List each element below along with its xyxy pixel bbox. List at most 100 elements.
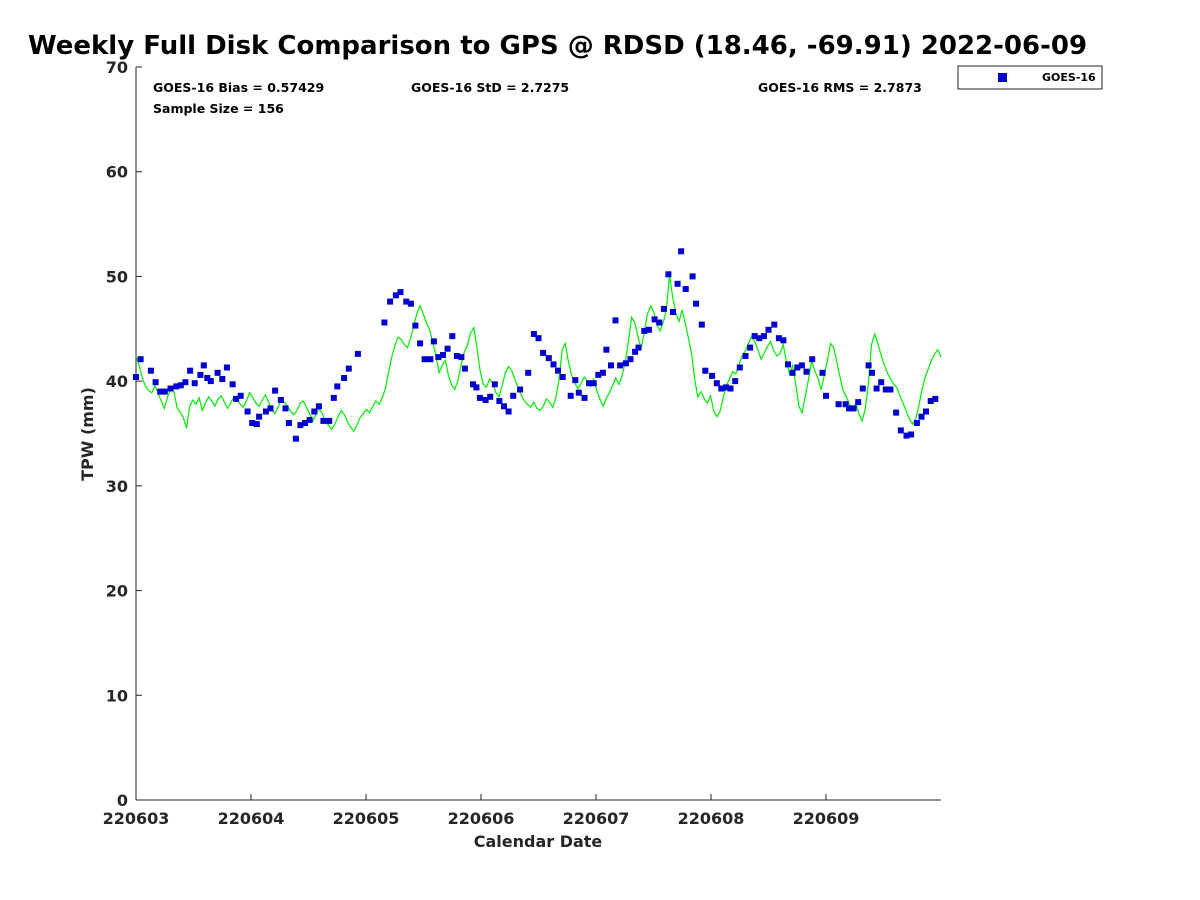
goes-16-point [525,369,532,376]
goes-16-point [510,392,517,399]
goes-16-point [878,379,885,386]
bias-annotation: GOES-16 Bias = 0.57429 [153,80,324,95]
goes-16-point [427,356,434,363]
legend: GOES-16 [957,65,1103,90]
goes-16-point [256,413,263,420]
goes-16-point [277,397,284,403]
goes-16-point [823,392,829,399]
goes-16-point [229,381,236,388]
goes-16-point [487,393,494,400]
goes-16-point [191,380,198,387]
goes-16-point [581,394,588,401]
goes-16-point [627,356,634,363]
goes-16-point [435,354,442,361]
goes-16-point [152,379,159,386]
goes-16-point [803,368,810,375]
goes-16-point [417,340,424,347]
goes-16-point [751,333,758,340]
goes-16-point [622,360,629,367]
x-tick-label: 220607 [563,809,630,828]
y-tick-label: 20 [106,582,128,601]
goes-16-point [204,375,211,381]
goes-16-point [723,384,729,391]
goes-16-point [173,383,180,390]
goes-16-point [572,377,579,384]
goes-16-point [693,300,700,307]
goes-16-point [219,376,226,382]
goes-16-point [311,408,318,415]
goes-16-point [718,385,725,392]
sample-size-annotation: Sample Size = 156 [153,101,284,116]
goes-16-point [660,305,667,312]
goes-16-point [354,350,361,357]
goes-16-point [397,289,404,296]
goes-16-point [887,386,894,393]
goes-16-point [873,385,880,392]
goes-16-point [567,392,574,399]
goes-16-point [893,409,900,416]
goes-16-point [491,381,498,388]
goes-16-point [540,349,547,356]
goes-16-point [345,365,352,372]
goes-16-point [470,381,476,388]
y-ticks: 0 10 20 30 40 50 60 70 [106,58,142,810]
goes-16-point [555,367,561,374]
goes-16-point [855,399,862,406]
goes-16-point [167,385,174,392]
goes-16-point [590,380,597,387]
goes-16-point [461,365,468,372]
goes-16-point [747,344,754,351]
goes-16-point [285,420,292,426]
goes-16-point [559,374,566,380]
legend-label: GOES-16 [1042,71,1096,84]
goes-16-point [765,326,772,333]
goes-16-point [617,362,624,369]
goes-16-point [713,380,720,387]
goes-16-point [698,321,705,328]
goes-16-point [859,385,866,392]
goes-16-point [678,248,685,255]
goes-16-point [473,384,480,391]
goes-16-point [612,317,619,324]
y-tick-label: 10 [106,686,128,705]
y-tick-label: 50 [106,267,128,286]
goes-16-point [315,403,322,410]
goes-16-point [575,389,582,396]
x-tick-label: 220608 [678,809,745,828]
goes-16-point [882,386,889,393]
goes-16-point [670,309,676,315]
goes-16-point [407,300,414,307]
goes-16-point [736,364,743,371]
rms-annotation: GOES-16 RMS = 2.7873 [758,80,922,95]
goes-16-point [842,401,849,408]
goes-16-point [412,322,419,329]
goes-16-point [306,416,313,423]
y-axis-label: TPW (mm) [78,387,97,481]
goes-16-point [137,356,144,363]
goes-16-point [709,372,716,379]
goes-16-point [689,273,696,280]
goes-16-point [297,422,304,429]
goes-16-point [785,361,791,368]
goes-16-point [157,388,164,395]
goes-16-point [756,335,763,342]
x-tick-label: 220604 [218,809,285,828]
goes-16-point [927,398,934,404]
goes-16-point [161,388,168,395]
goes-16-point [197,371,204,378]
goes-16-point [262,408,269,415]
goes-16-point [267,405,274,412]
goes-16-point [897,427,904,434]
goes-16-point [908,431,915,438]
x-tick-label: 220609 [793,809,860,828]
goes-16-point [794,364,801,371]
goes-16-point [458,354,465,361]
goes-16-point [476,394,483,401]
legend-marker [998,73,1007,82]
goes-16-point [632,348,639,355]
goes-16-point [641,327,648,334]
goes-16-point [430,338,437,345]
goes-16-point [501,403,507,410]
goes-16-point [326,417,333,424]
